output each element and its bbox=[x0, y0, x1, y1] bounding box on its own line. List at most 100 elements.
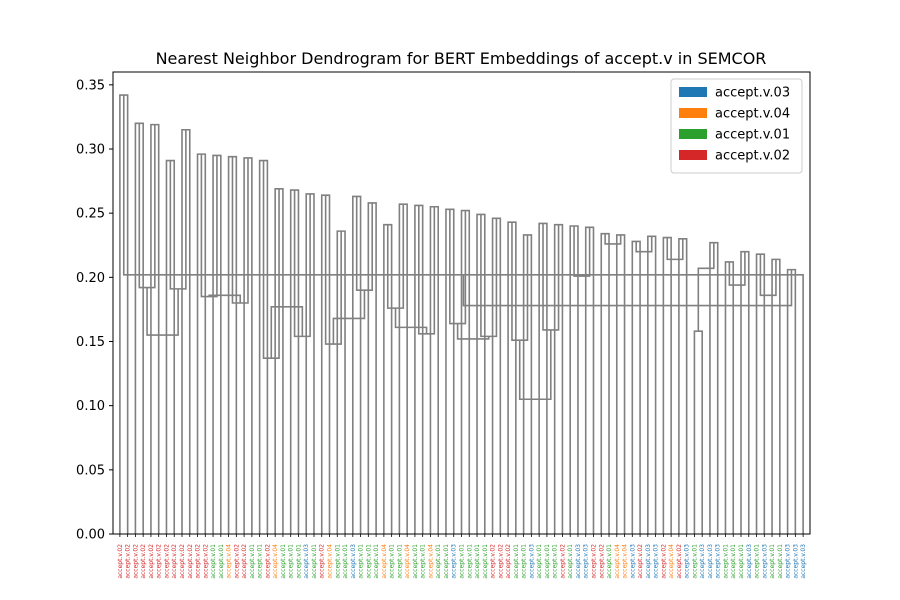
dendrogram-link bbox=[678, 238, 688, 534]
leaf-label: accept.v.01 bbox=[474, 544, 481, 579]
leaf-label: accept.v.02 bbox=[233, 544, 240, 579]
dendrogram-link bbox=[270, 306, 304, 359]
legend-swatch bbox=[679, 129, 707, 139]
leaf-label: accept.v.04 bbox=[327, 544, 334, 579]
y-axis: 0.00 0.05 0.10 0.15 0.20 0.25 0.30 0.35 bbox=[76, 78, 113, 543]
y-tick-label: 0.00 bbox=[76, 528, 105, 543]
dendrogram-link bbox=[635, 236, 653, 253]
leaf-label: accept.v.04 bbox=[668, 544, 675, 579]
leaf-label: accept.v.01 bbox=[342, 544, 349, 579]
legend-swatch bbox=[679, 150, 707, 160]
leaf-label: accept.v.01 bbox=[544, 544, 551, 579]
leaf-label: accept.v.03 bbox=[350, 544, 357, 579]
leaf-label: accept.v.02 bbox=[497, 544, 504, 579]
leaf-label: accept.v.02 bbox=[163, 544, 170, 579]
leaf-label: accept.v.02 bbox=[264, 544, 271, 579]
dendrogram-links bbox=[119, 94, 804, 534]
dendrogram-link bbox=[740, 250, 750, 534]
leaf-label: accept.v.01 bbox=[218, 544, 225, 579]
chart-title: Nearest Neighbor Dendrogram for BERT Emb… bbox=[156, 49, 767, 68]
dendrogram-link bbox=[615, 234, 626, 534]
dendrogram-link bbox=[728, 251, 746, 286]
leaf-label: accept.v.02 bbox=[590, 544, 597, 579]
dendrogram-link bbox=[398, 203, 408, 534]
dendrogram-link bbox=[196, 153, 207, 534]
legend-box bbox=[670, 78, 803, 174]
dendrogram-link bbox=[146, 287, 179, 336]
dendrogram-link bbox=[518, 329, 552, 401]
leaf-label: accept.v.01 bbox=[536, 544, 543, 579]
dendrogram-link bbox=[134, 122, 144, 534]
dendrogram-link bbox=[604, 233, 622, 245]
dendrogram-link bbox=[511, 222, 529, 342]
leaf-label: accept.v.02 bbox=[179, 544, 186, 579]
leaf-label: accept.v.03 bbox=[684, 544, 691, 579]
leaf-label: accept.v.04 bbox=[614, 544, 621, 579]
leaf-label: accept.v.03 bbox=[575, 544, 582, 579]
dendrogram-link bbox=[542, 223, 560, 331]
leaf-label: accept.v.02 bbox=[598, 544, 605, 579]
leaf-label: accept.v.01 bbox=[552, 544, 559, 579]
legend-label: accept.v.01 bbox=[715, 128, 790, 143]
leaf-label: accept.v.01 bbox=[567, 544, 574, 579]
leaf-label: accept.v.01 bbox=[738, 544, 745, 579]
leaf-label: accept.v.02 bbox=[132, 544, 139, 579]
dendrogram-link bbox=[324, 195, 342, 345]
dendrogram-link bbox=[386, 204, 405, 309]
leaf-label: accept.v.04 bbox=[404, 544, 411, 579]
leaf-label: accept.v.01 bbox=[420, 544, 427, 579]
dendrogram-link bbox=[600, 232, 610, 534]
leaf-label: accept.v.04 bbox=[622, 544, 629, 579]
dendrogram-link bbox=[417, 205, 436, 335]
leaf-label: accept.v.03 bbox=[792, 544, 799, 579]
dendrogram-link bbox=[662, 236, 672, 534]
leaf-label: accept.v.02 bbox=[241, 544, 248, 579]
dendrogram-link bbox=[231, 156, 249, 304]
leaf-label: accept.v.02 bbox=[117, 544, 124, 579]
y-tick-label: 0.20 bbox=[76, 271, 105, 286]
dendrogram-link bbox=[786, 268, 797, 534]
leaf-label: accept.v.01 bbox=[373, 544, 380, 579]
leaf-label: accept.v.02 bbox=[140, 544, 147, 579]
dendrogram-link bbox=[709, 241, 719, 534]
leaf-labels: accept.v.02 accept.v.02 accept.v.02 accept.… bbox=[117, 534, 807, 579]
legend-label: accept.v.03 bbox=[715, 86, 790, 101]
leaf-label: accept.v.03 bbox=[645, 544, 652, 579]
leaf-label: accept.v.01 bbox=[691, 544, 698, 579]
leaf-label: accept.v.02 bbox=[171, 544, 178, 579]
dendrogram-link bbox=[584, 226, 595, 534]
leaf-label: accept.v.01 bbox=[754, 544, 761, 579]
leaf-label: accept.v.02 bbox=[637, 544, 644, 579]
leaf-label: accept.v.01 bbox=[257, 544, 264, 579]
leaf-label: accept.v.02 bbox=[676, 544, 683, 579]
dendrogram-link bbox=[336, 230, 346, 534]
leaf-label: accept.v.01 bbox=[730, 544, 737, 579]
leaf-label: accept.v.03 bbox=[800, 544, 807, 579]
dendrogram-link bbox=[666, 237, 684, 261]
leaf-label: accept.v.01 bbox=[249, 544, 256, 579]
leaf-label: accept.v.01 bbox=[769, 544, 776, 579]
leaf-label: accept.v.02 bbox=[202, 544, 209, 579]
leaf-label: accept.v.03 bbox=[761, 544, 768, 579]
dendrogram-link bbox=[755, 253, 766, 534]
dendrogram-link bbox=[243, 157, 253, 534]
leaf-label: accept.v.04 bbox=[272, 544, 279, 579]
leaf-label: accept.v.03 bbox=[699, 544, 706, 579]
leaf-label: accept.v.02 bbox=[148, 544, 155, 579]
leaf-label: accept.v.01 bbox=[280, 544, 287, 579]
leaf-label: accept.v.04 bbox=[427, 544, 434, 579]
dendrogram-link bbox=[647, 235, 657, 534]
dendrogram-link bbox=[169, 129, 187, 290]
legend-swatch bbox=[679, 87, 707, 97]
y-tick-label: 0.10 bbox=[76, 399, 105, 414]
dendrogram-link bbox=[697, 242, 715, 332]
legend-label: accept.v.02 bbox=[715, 149, 790, 164]
dendrogram-link bbox=[462, 269, 793, 307]
leaf-label: accept.v.01 bbox=[210, 544, 217, 579]
leaf-label: accept.v.03 bbox=[528, 544, 535, 579]
leaf-label: accept.v.01 bbox=[521, 544, 528, 579]
dendrogram-link bbox=[456, 323, 490, 340]
leaf-label: accept.v.01 bbox=[334, 544, 341, 579]
dendrogram-link bbox=[138, 123, 156, 289]
leaf-label: accept.v.03 bbox=[653, 544, 660, 579]
